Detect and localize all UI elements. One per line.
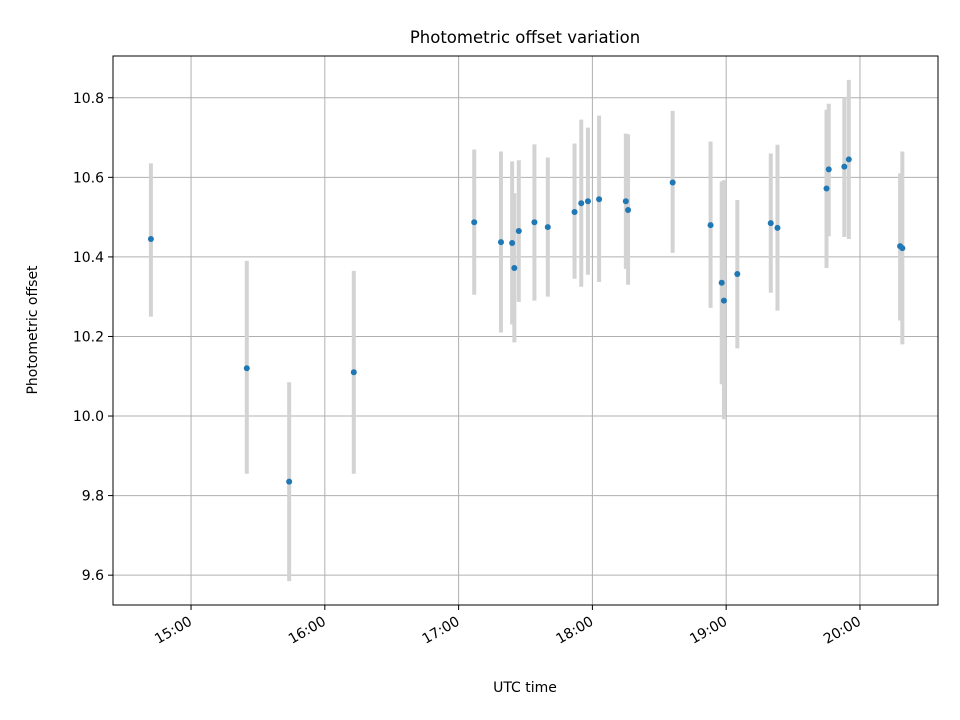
data-point bbox=[669, 179, 676, 186]
data-point bbox=[578, 200, 585, 207]
y-tick-label: 10.2 bbox=[73, 329, 104, 345]
x-axis-label: UTC time bbox=[493, 680, 557, 696]
data-point bbox=[471, 219, 478, 226]
data-point bbox=[823, 185, 830, 192]
chart-title: Photometric offset variation bbox=[410, 28, 640, 47]
y-tick-label: 10.6 bbox=[73, 170, 104, 186]
data-point bbox=[511, 265, 518, 272]
data-point bbox=[625, 206, 632, 213]
data-point bbox=[596, 196, 603, 203]
data-point bbox=[841, 163, 848, 170]
data-point bbox=[622, 198, 629, 205]
data-point bbox=[720, 297, 727, 304]
data-point bbox=[774, 224, 781, 231]
data-point bbox=[243, 365, 250, 372]
data-point bbox=[497, 239, 504, 246]
data-point bbox=[544, 224, 551, 231]
y-tick-label: 10.8 bbox=[73, 91, 104, 107]
data-point bbox=[531, 219, 538, 226]
data-point bbox=[707, 222, 714, 229]
data-point bbox=[734, 271, 741, 278]
data-point bbox=[350, 369, 357, 376]
data-point bbox=[845, 156, 852, 163]
y-tick-label: 10.0 bbox=[73, 409, 104, 425]
plot-area-frame bbox=[112, 55, 939, 606]
data-point bbox=[584, 198, 591, 205]
y-axis-label: Photometric offset bbox=[25, 265, 41, 395]
grid-lines bbox=[113, 56, 938, 605]
data-point bbox=[825, 166, 832, 173]
y-axis-ticks: 9.6 9.8 10.0 10.2 10.4 10.6 10.8 bbox=[73, 91, 113, 584]
data-point bbox=[147, 236, 154, 242]
data-point bbox=[509, 239, 516, 246]
data-point bbox=[571, 208, 578, 215]
data-point bbox=[718, 279, 725, 286]
y-tick-label: 10.4 bbox=[73, 250, 104, 266]
data-point bbox=[767, 220, 774, 227]
y-tick-label: 9.8 bbox=[82, 489, 104, 505]
data-point bbox=[515, 228, 522, 235]
data-point bbox=[286, 478, 293, 485]
data-point bbox=[899, 245, 906, 252]
y-tick-label: 9.6 bbox=[82, 568, 104, 584]
data-points bbox=[147, 156, 906, 485]
